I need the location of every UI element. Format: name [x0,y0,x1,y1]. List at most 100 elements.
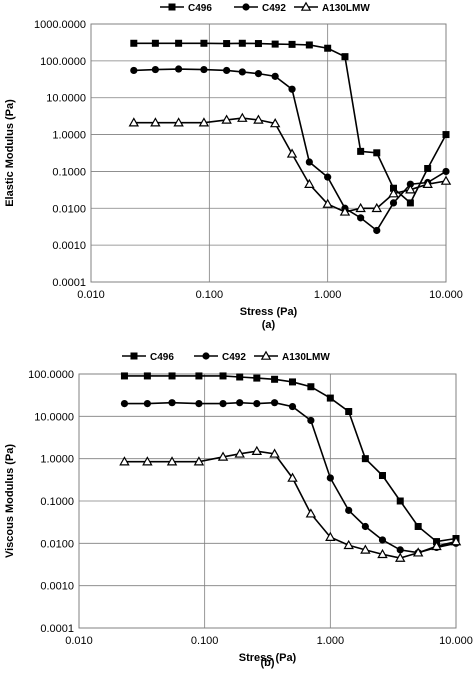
legend-label: C496 [150,352,174,363]
data-point [343,539,354,550]
data-point [151,39,159,47]
data-point [341,53,349,61]
data-point [305,508,317,518]
data-point [395,552,406,562]
data-point [288,402,297,411]
series-a130lmw [128,112,452,216]
data-point [396,497,404,505]
data-point [251,445,263,456]
legend-label: A130LMW [322,3,370,14]
legend-marker [130,352,138,360]
y-tick-label: 0.0010 [52,240,86,252]
data-point [307,416,315,425]
data-point [254,40,262,48]
x-tick-label: 10.000 [439,635,473,647]
legend-label: C492 [222,352,246,363]
y-tick-label: 0.0100 [40,538,74,550]
data-point [143,372,151,380]
y-axis-label: Elastic Modulus (Pa) [4,99,16,207]
legend-item-c496: C496 [122,352,174,363]
data-point [406,199,414,207]
data-point [371,202,383,213]
data-point [288,85,296,93]
x-axis-label: Stress (Pa) [240,306,298,318]
data-point [373,226,381,235]
data-point [271,375,279,383]
panel-caption: (b) [260,657,274,669]
x-tick-label: 0.100 [191,635,219,647]
y-tick-label: 0.0010 [40,581,74,593]
data-point [305,41,313,49]
data-point [168,399,176,407]
data-point [269,448,280,458]
data-point [450,536,462,546]
data-point [406,180,414,188]
series-line [133,117,447,213]
data-point [200,65,208,74]
data-point [219,399,227,408]
data-point [234,448,245,458]
data-point [388,188,399,198]
x-tick-label: 0.100 [196,289,224,301]
data-point [269,118,281,128]
data-point [345,506,353,514]
data-point [221,114,232,124]
data-point [357,147,365,155]
data-point [288,40,296,48]
legend-marker [242,3,250,11]
data-point [287,472,298,482]
y-tick-label: 100.0000 [28,369,74,381]
data-point [405,184,416,194]
legend-label: A130LMW [282,352,330,363]
data-point [377,548,388,559]
data-point [271,72,279,80]
series-line [133,68,447,232]
data-point [307,383,315,391]
data-point [236,399,244,407]
x-axis-label: Stress (Pa) [239,652,297,664]
data-point [442,131,450,139]
data-point [339,206,351,216]
data-point [253,399,261,408]
y-axis-label: Viscous Modulus (Pa) [4,444,16,558]
plot-area [90,23,447,283]
data-point [422,178,433,189]
data-point [150,117,161,127]
data-point [442,167,450,176]
series-a130lmw [119,445,462,562]
series-line [124,375,457,543]
y-tick-label: 10.0000 [34,411,74,423]
legend-label: C496 [188,3,212,14]
data-point [195,399,203,408]
data-point [130,39,138,47]
data-point [173,117,184,127]
y-tick-label: 0.1000 [52,166,86,178]
data-point [128,117,140,127]
data-point [326,394,334,402]
data-point [389,199,398,207]
x-tick-label: 10.000 [429,289,463,301]
data-point [130,66,138,75]
y-tick-label: 10.0000 [46,93,86,105]
data-point [289,378,297,386]
data-point [412,547,424,557]
data-point [238,39,246,47]
data-point [326,474,334,482]
data-point [119,456,130,466]
data-point [361,455,369,463]
data-point [236,373,244,381]
y-tick-label: 1.0000 [52,130,86,142]
legend-item-a130lmw: A130LMW [294,1,370,14]
data-point [166,456,178,466]
legend-item-a130lmw: A130LMW [254,350,330,363]
legend-label: C492 [262,3,286,14]
data-point [217,451,229,461]
chart-panel-b: 0.0001 0.0010 0.0100 0.1000 1.0000 10.0000 100… [4,350,473,669]
data-point [253,114,264,124]
legend-marker [202,352,210,360]
series-c492 [130,65,450,235]
data-point [431,540,442,551]
data-point [238,68,246,76]
data-point [195,372,203,380]
